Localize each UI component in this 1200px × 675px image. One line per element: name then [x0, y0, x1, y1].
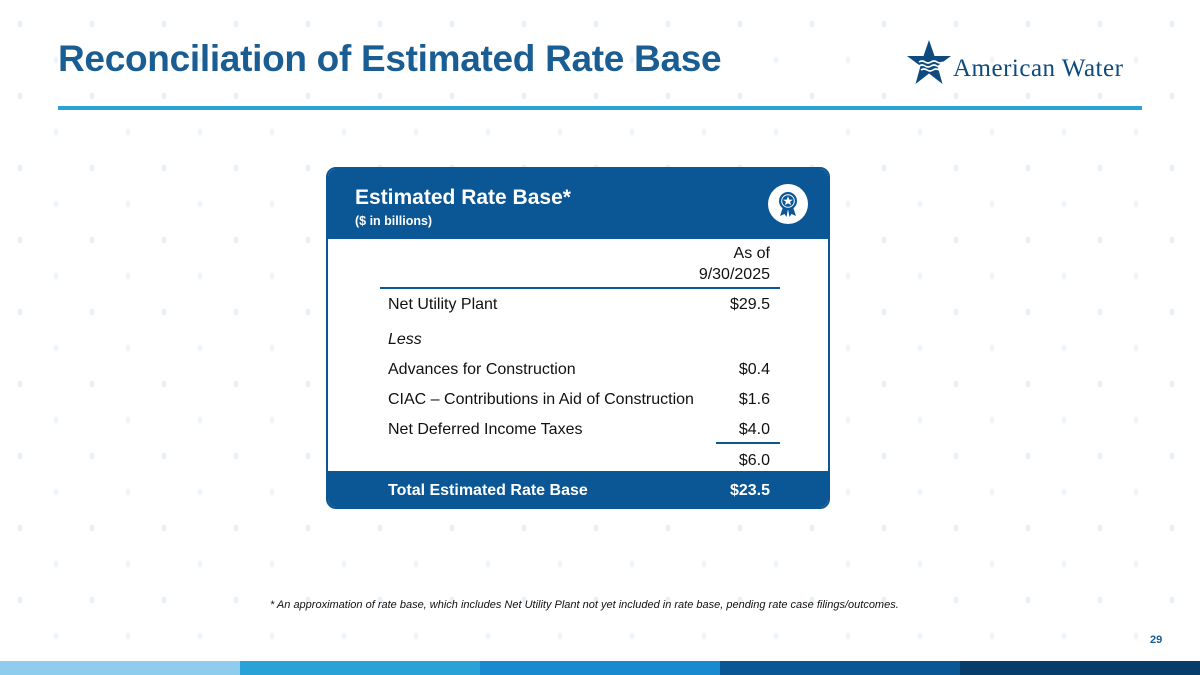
- row-net-utility-plant-label: Net Utility Plant: [388, 296, 498, 313]
- star-water-icon: [907, 40, 951, 84]
- column-header-label: As of: [733, 245, 770, 262]
- row-subtotal-value: $6.0: [738, 452, 770, 469]
- row-advances-value: $0.4: [738, 361, 770, 378]
- award-ribbon-icon: [779, 192, 797, 217]
- bottom-bar-segment: [960, 661, 1200, 675]
- column-header-date: 9/30/2025: [698, 266, 770, 283]
- bottom-bar-segment: [480, 661, 720, 675]
- row-advances-label: Advances for Construction: [388, 361, 576, 378]
- subtotal-divider: [716, 442, 780, 444]
- bottom-color-bar: [0, 661, 1200, 675]
- row-less-label: Less: [388, 331, 422, 348]
- title-rule: [58, 106, 1142, 110]
- row-ciac-value: $1.6: [738, 391, 770, 408]
- logo-text: American Water: [953, 55, 1124, 82]
- footnote: * An approximation of rate base, which i…: [270, 599, 899, 611]
- page-number: 29: [1150, 634, 1163, 646]
- header-divider: [380, 287, 780, 289]
- company-logo: American Water: [905, 38, 1145, 90]
- bottom-bar-segment: [720, 661, 960, 675]
- row-net-utility-plant-value: $29.5: [729, 296, 770, 313]
- bottom-bar-segment: [240, 661, 480, 675]
- total-row: Total Estimated Rate Base $23.5: [328, 471, 828, 507]
- slide-title: Reconciliation of Estimated Rate Base: [58, 38, 722, 79]
- rate-base-card: Estimated Rate Base* ($ in billions) As …: [326, 167, 830, 509]
- card-header: Estimated Rate Base* ($ in billions): [328, 169, 828, 239]
- card-subtitle: ($ in billions): [355, 214, 433, 228]
- total-label: Total Estimated Rate Base: [388, 482, 588, 499]
- card-title: Estimated Rate Base*: [355, 186, 571, 209]
- bottom-bar-segment: [0, 661, 240, 675]
- row-ciac-label: CIAC – Contributions in Aid of Construct…: [388, 391, 694, 408]
- total-value: $23.5: [729, 482, 770, 499]
- row-deferred-taxes-label: Net Deferred Income Taxes: [388, 421, 583, 438]
- award-badge: [768, 184, 808, 224]
- row-deferred-taxes-value: $4.0: [738, 421, 770, 438]
